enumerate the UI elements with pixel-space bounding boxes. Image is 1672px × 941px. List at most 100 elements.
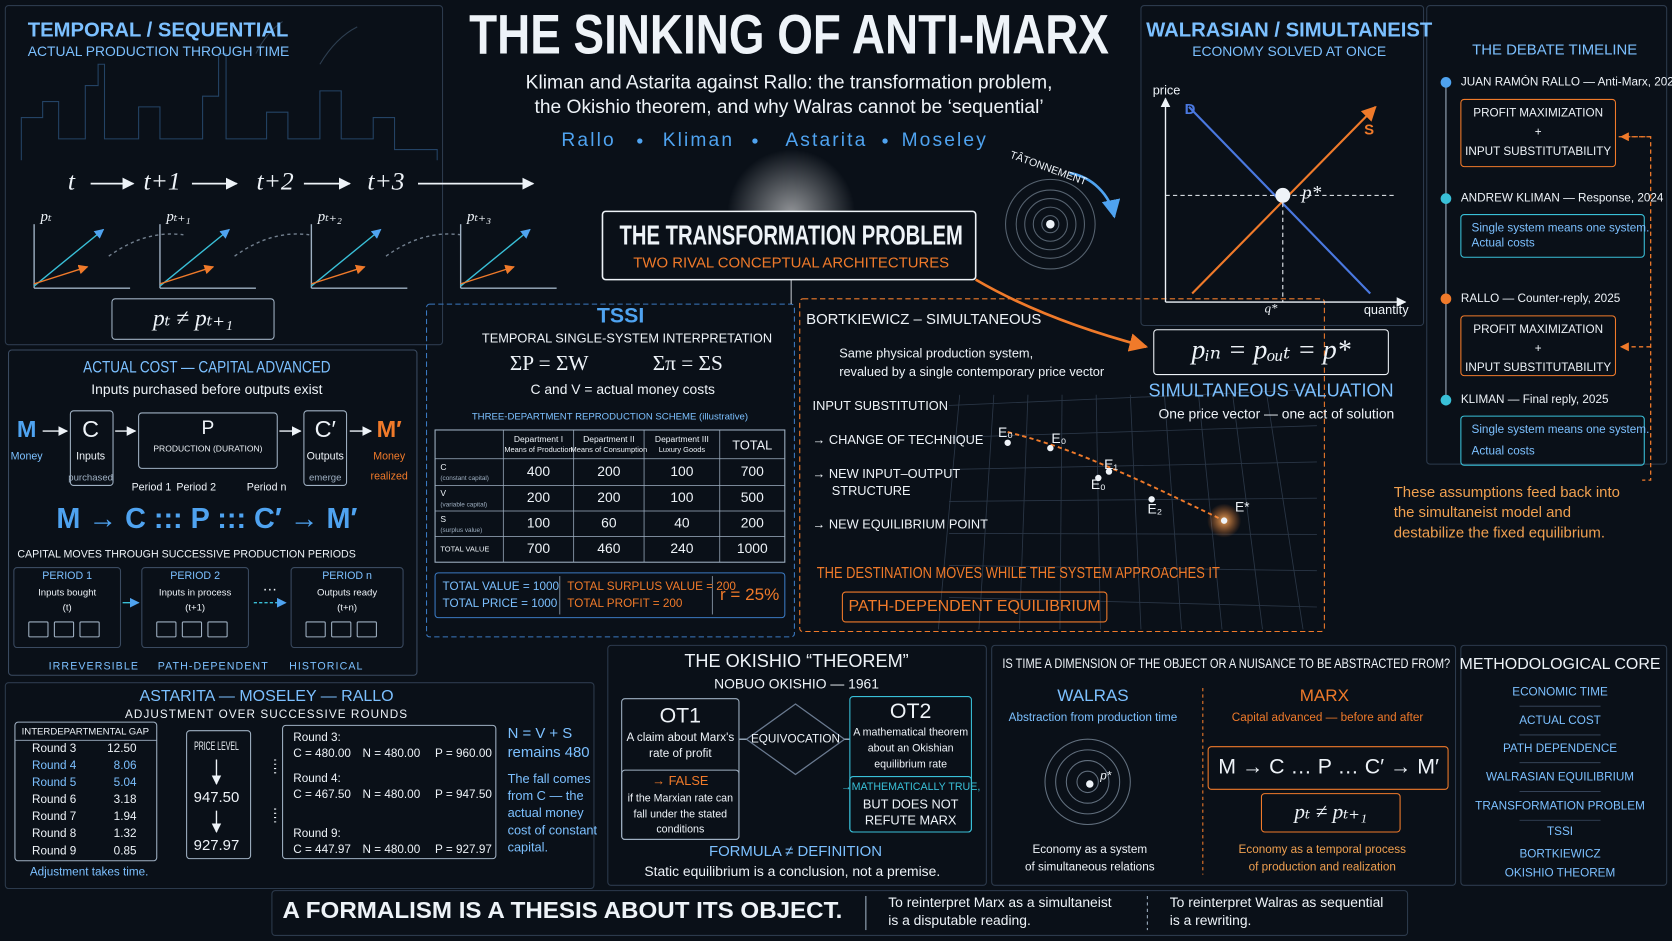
round-c: C = 467.50 <box>293 788 351 801</box>
event-text: + <box>1535 126 1542 139</box>
price-box <box>186 730 252 860</box>
step: → NEW EQUILIBRIUM POINT <box>813 516 989 531</box>
step: STRUCTURE <box>832 483 911 498</box>
equilibrium: PATH-DEPENDENT EQUILIBRIUM <box>849 598 1101 615</box>
event-label: RALLO — Counter-reply, 2025 <box>1461 292 1621 305</box>
icon <box>305 621 326 638</box>
core-item: ACTUAL COST <box>1519 714 1601 727</box>
author: Astarita <box>785 130 867 151</box>
event-box <box>1460 315 1617 377</box>
tag: IRREVERSIBLE <box>49 661 139 673</box>
note: The fall comes <box>508 771 591 786</box>
panel-title: ASTARITA — MOSELEY — RALLO <box>140 688 394 705</box>
table-cell: 460 <box>597 540 620 556</box>
event-box <box>1460 415 1645 466</box>
vector <box>159 228 231 287</box>
time-step: t+1 <box>144 167 181 196</box>
gap-table <box>14 721 158 862</box>
round-c: C = 480.00 <box>293 747 351 760</box>
verdict: → FALSE <box>652 773 708 788</box>
equivocation: EQUIVOCATION <box>751 732 840 745</box>
vector <box>33 264 89 285</box>
vector <box>311 264 366 285</box>
grid-deco <box>1018 394 1029 630</box>
dot <box>1220 517 1228 524</box>
caption: Economy as a temporal process <box>1239 843 1407 856</box>
total: TOTAL VALUE = 1000 <box>443 580 560 593</box>
price-label: pₜ <box>40 209 52 225</box>
flow-caption: PRODUCTION (DURATION) <box>153 443 262 453</box>
note: actual money <box>508 805 585 820</box>
diamond <box>745 703 846 776</box>
period-box <box>141 567 249 649</box>
flow-caption: realized <box>371 471 408 483</box>
flow-caption: Inputs <box>76 450 105 462</box>
equilibrium-box <box>841 591 1108 623</box>
round-name: Round 3: <box>293 731 341 744</box>
equation: Σπ = ΣS <box>653 351 723 375</box>
verdict-note: if the Marxian rate can <box>628 793 734 805</box>
row-label: C <box>440 462 446 472</box>
panel-subtitle: ACTUAL PRODUCTION THROUGH TIME <box>28 43 290 59</box>
section-heading: CAPITAL MOVES THROUGH SUCCESSIVE PRODUCT… <box>17 549 356 561</box>
panel-title: METHODOLOGICAL CORE <box>1460 656 1661 673</box>
banner: THE DESTINATION MOVES WHILE THE SYSTEM A… <box>817 565 1220 582</box>
author: Moseley <box>902 130 988 151</box>
ot-text: about an Okishian <box>868 743 954 755</box>
event-text: Single system means one system. <box>1472 423 1650 436</box>
verdict-note: REFUTE MARX <box>865 813 957 828</box>
walrasian-panel <box>1140 5 1425 327</box>
point-label: E₂ <box>1148 501 1163 517</box>
event-box <box>1460 98 1617 168</box>
panel-title: TEMPORAL / SEQUENTIAL <box>28 20 289 42</box>
column-header: TOTAL <box>732 437 772 452</box>
flow-caption: purchased <box>68 472 113 483</box>
author: Rallo <box>561 130 615 151</box>
ring <box>1015 189 1085 259</box>
column-note: Capital advanced — before and after <box>1232 711 1424 724</box>
ring <box>1065 760 1110 804</box>
grid-deco <box>1129 394 1142 630</box>
ot-text: rate of profit <box>649 747 712 760</box>
row-sublabel: (variable capital) <box>440 501 487 508</box>
vector <box>33 228 105 287</box>
total: TOTAL PROFIT = 200 <box>567 597 683 610</box>
period-time: (t+1) <box>185 603 205 614</box>
point-label: E₀ <box>998 424 1013 440</box>
table-title: INTERDEPARTMENTAL GAP <box>22 726 149 737</box>
note-title: N = V + S <box>508 725 573 742</box>
time-step: t+2 <box>257 167 294 196</box>
circuit-box <box>1207 746 1449 790</box>
grid-deco <box>1095 394 1101 630</box>
flow-caption: Money <box>373 450 406 462</box>
price-value: 947.50 <box>194 789 240 806</box>
grid-deco <box>1266 394 1304 630</box>
flow-node: M <box>17 416 37 442</box>
time-panel <box>991 644 1457 886</box>
subtitle: the Okishio theorem, and why Walras cann… <box>535 97 1044 118</box>
timeline-dot <box>1440 77 1452 88</box>
event-text: PROFIT MAXIMIZATION <box>1473 323 1603 336</box>
ring <box>1041 215 1060 234</box>
center-box <box>601 210 977 281</box>
separator <box>637 138 643 144</box>
round-n: N = 480.00 <box>363 843 421 856</box>
ring <box>1024 198 1077 251</box>
dot <box>1105 468 1113 475</box>
core-item: OKISHIO THEOREM <box>1505 867 1615 880</box>
round-name: Round 7 <box>32 810 76 823</box>
price-label: pₜ₊₃ <box>466 209 491 225</box>
circuit: M → C … P … C′ → M′ <box>1218 755 1439 779</box>
dot <box>1004 439 1011 446</box>
table-cell: 1000 <box>737 540 768 556</box>
dot <box>1047 444 1054 452</box>
table-cell: 60 <box>601 514 617 530</box>
dot <box>1086 780 1094 788</box>
rounds-box <box>282 724 497 860</box>
ot-name: OT2 <box>890 699 931 723</box>
equation-box <box>1260 793 1401 833</box>
round-n: N = 480.00 <box>363 747 421 760</box>
footer-text: To reinterpret Walras as sequential <box>1170 894 1384 910</box>
grid-deco <box>937 394 961 630</box>
time-step: t <box>68 167 76 196</box>
